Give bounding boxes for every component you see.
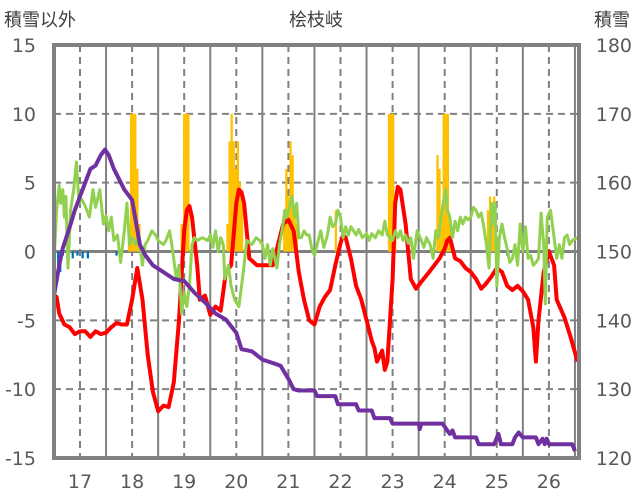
y-left-tick-label: -15 — [5, 448, 36, 470]
y-right-tick-label: 160 — [596, 173, 632, 195]
orange-bar — [228, 141, 231, 252]
green-series-line — [52, 160, 579, 315]
orange-bar — [240, 196, 244, 252]
blue-bar — [81, 251, 84, 259]
y-left-tick-label: 5 — [24, 173, 36, 195]
orange-bar — [285, 168, 288, 252]
x-tick-label: 22 — [328, 471, 352, 493]
orange-bar — [226, 223, 229, 252]
blue-bar — [76, 251, 79, 256]
y-left-tick-label: -5 — [17, 310, 36, 332]
y-left-tick-label: 10 — [12, 104, 36, 126]
orange-bar — [438, 168, 441, 252]
blue-bar — [57, 251, 60, 266]
blue-bar — [86, 251, 90, 259]
orange-bar — [387, 113, 391, 252]
y-left-tick-label: 15 — [12, 35, 36, 57]
y-left-tick-label: 0 — [24, 242, 36, 264]
y-right-tick-label: 150 — [596, 242, 632, 264]
orange-bar — [187, 113, 190, 252]
orange-bar — [230, 113, 233, 252]
orange-bar — [136, 168, 139, 252]
x-tick-label: 18 — [120, 471, 144, 493]
orange-bar — [283, 210, 286, 252]
orange-bar — [486, 210, 490, 252]
orange-bar — [134, 113, 137, 252]
orange-bar — [334, 210, 338, 252]
plot-frame — [52, 43, 581, 460]
x-tick-label: 19 — [172, 471, 196, 493]
y-right-tick-label: 180 — [596, 35, 632, 57]
orange-bar — [442, 113, 445, 252]
orange-bar — [436, 155, 439, 252]
x-tick-label: 23 — [381, 471, 405, 493]
y-right-tick-label: 140 — [596, 310, 632, 332]
orange-bar — [238, 182, 242, 252]
x-tick-label: 26 — [537, 471, 561, 493]
orange-bar — [295, 223, 298, 252]
y-right-tick-label: 170 — [596, 104, 632, 126]
orange-bar — [389, 113, 393, 252]
orange-bar — [446, 113, 450, 252]
orange-bar — [491, 223, 494, 252]
y-left-tick-label: -10 — [5, 379, 36, 401]
x-tick-label: 20 — [224, 471, 248, 493]
marks — [52, 113, 580, 452]
right-axis-label: 積雪 — [594, 10, 630, 31]
y-right-tick-label: 130 — [596, 379, 632, 401]
orange-bar — [129, 113, 133, 252]
tick-labels: 17 18 19 20 21 22 23 24 25 26 15 10 5 0 -5 -10 -15 180 170… — [5, 35, 632, 493]
orange-bar — [232, 141, 235, 252]
orange-bar — [183, 113, 186, 252]
left-axis-label: 積雪以外 — [4, 10, 76, 31]
orange-bar — [440, 210, 443, 252]
x-tick-label: 25 — [485, 471, 509, 493]
red-series-line — [53, 184, 580, 414]
orange-bar — [185, 113, 188, 252]
blue-bar — [71, 251, 74, 259]
blue-bar — [115, 251, 118, 256]
x-tick-label: 17 — [68, 471, 92, 493]
orange-bar — [132, 113, 135, 252]
y-right-tick-label: 120 — [596, 448, 632, 470]
x-tick-label: 24 — [433, 471, 457, 493]
orange-bar — [392, 113, 395, 252]
orange-bar — [444, 113, 447, 252]
chart-title: 桧枝岐 — [289, 10, 343, 31]
purple-series-line — [52, 147, 577, 452]
x-tick-label: 21 — [276, 471, 300, 493]
orange-bar — [180, 223, 183, 252]
